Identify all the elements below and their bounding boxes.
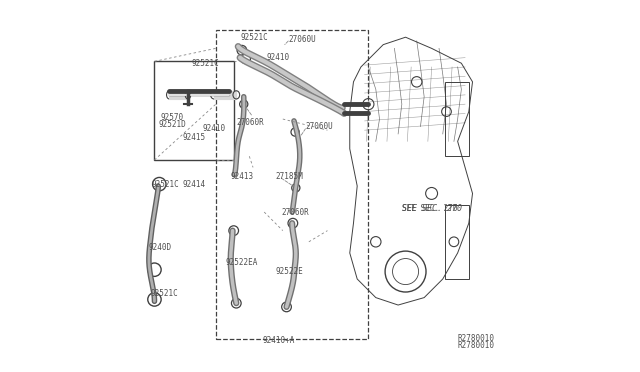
- Text: 92410+A: 92410+A: [262, 336, 294, 345]
- Text: 92413: 92413: [231, 172, 254, 181]
- Text: 92521C: 92521C: [240, 33, 268, 42]
- Text: 27060R: 27060R: [281, 208, 308, 217]
- Bar: [445, 82, 468, 156]
- Text: 92521C: 92521C: [151, 289, 179, 298]
- Text: R2780010: R2780010: [458, 341, 495, 350]
- Bar: [216, 30, 369, 339]
- Text: 92415: 92415: [182, 133, 205, 142]
- Text: 92522E: 92522E: [275, 267, 303, 276]
- Bar: [170, 91, 188, 99]
- Text: 27060U: 27060U: [305, 122, 333, 131]
- Text: 92522EA: 92522EA: [225, 258, 257, 267]
- Text: SEE SEC. 270: SEE SEC. 270: [402, 204, 458, 213]
- Text: 92410: 92410: [203, 124, 226, 133]
- Text: 27060U: 27060U: [289, 35, 316, 44]
- Text: R2780010: R2780010: [458, 334, 495, 343]
- Text: 92521C: 92521C: [152, 180, 180, 189]
- Text: 92414: 92414: [182, 180, 205, 189]
- Text: 92410: 92410: [266, 53, 289, 62]
- Text: 92521C: 92521C: [191, 59, 220, 68]
- Bar: [214, 91, 236, 99]
- Text: SEE SEC. 270: SEE SEC. 270: [402, 204, 462, 213]
- Bar: [154, 61, 234, 160]
- Text: 92570: 92570: [161, 113, 184, 122]
- Text: 27060R: 27060R: [236, 118, 264, 127]
- Text: 92521D: 92521D: [159, 120, 187, 129]
- Text: 27185M: 27185M: [275, 172, 303, 181]
- Text: 9240D: 9240D: [148, 243, 172, 252]
- Bar: [445, 205, 468, 279]
